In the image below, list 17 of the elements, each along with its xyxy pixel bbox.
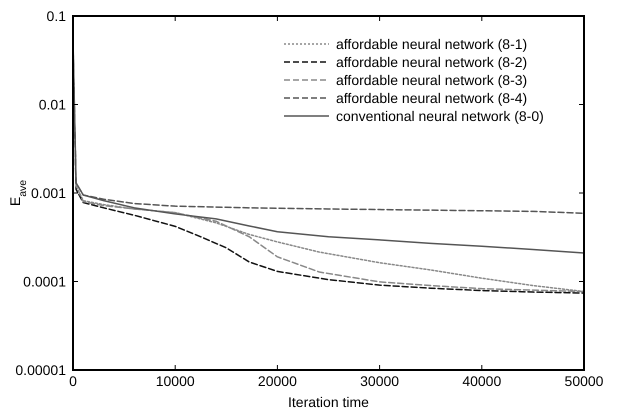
legend-label: conventional neural network (8-0): [336, 108, 544, 124]
x-tick-label: 50000: [564, 373, 604, 389]
x-tick-label: 40000: [462, 373, 502, 389]
x-tick-label: 10000: [156, 373, 195, 389]
legend-label: affordable neural network (8-2): [336, 54, 528, 70]
x-tick-label: 30000: [360, 373, 400, 389]
x-tick-label: 0: [69, 373, 78, 389]
y-tick-label: 0.01: [38, 96, 66, 112]
x-axis-title: Iteration time: [288, 394, 370, 410]
x-tick-label: 20000: [258, 373, 298, 389]
legend-label: affordable neural network (8-4): [336, 90, 528, 106]
y-tick-label: 0.0001: [23, 274, 66, 290]
y-tick-label: 0.001: [30, 185, 66, 201]
legend-label: affordable neural network (8-1): [336, 36, 528, 52]
legend-label: affordable neural network (8-3): [336, 72, 528, 88]
y-tick-label: 0.00001: [15, 362, 66, 378]
y-tick-label: 0.1: [46, 8, 66, 24]
